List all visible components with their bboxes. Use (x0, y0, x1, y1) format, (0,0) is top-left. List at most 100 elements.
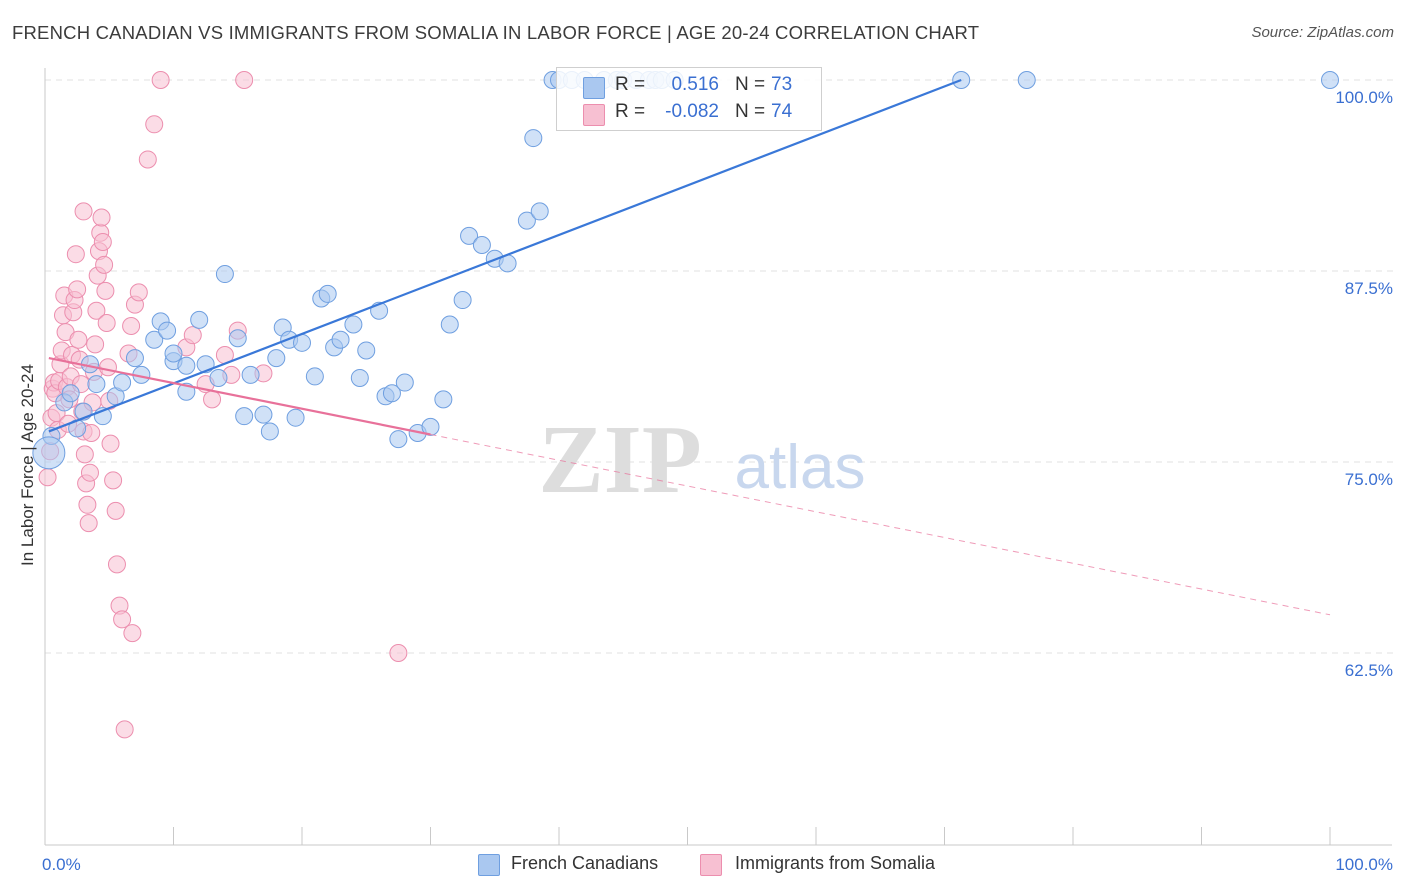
french-canadian-point (260, 422, 279, 441)
somalia-point (87, 301, 106, 320)
somalia-point (138, 150, 157, 169)
source-credit: Source: ZipAtlas.com (1251, 24, 1394, 41)
french-canadian-point (421, 417, 440, 436)
french-canadian-point (228, 329, 247, 348)
legend-swatch-pink (583, 104, 605, 126)
series-french-canadians-points (32, 71, 1339, 470)
y-tick-label: 100.0% (1335, 88, 1393, 107)
somalia-point (92, 208, 111, 227)
legend-swatch-blue (478, 854, 500, 876)
french-canadian-point (286, 408, 305, 427)
legend-r-label: R = (615, 74, 646, 95)
french-canadian-point (331, 330, 350, 349)
legend-swatch-pink (700, 854, 722, 876)
somalia-point (115, 720, 134, 739)
french-canadian-point (254, 405, 273, 424)
french-canadian-point (158, 321, 177, 340)
somalia-point (38, 468, 57, 487)
french-canadian-point (125, 349, 144, 368)
french-canadian-point (61, 384, 80, 403)
legend-row-somalia: R = -0.082 N = 74 (557, 101, 821, 129)
somalia-point (122, 317, 141, 336)
french-canadian-point (389, 430, 408, 449)
french-canadian-point (344, 315, 363, 334)
french-canadian-point (235, 407, 254, 426)
legend-n-value: 74 (771, 101, 793, 122)
somalia-point (69, 330, 88, 349)
french-canadian-point (113, 373, 132, 392)
somalia-point (74, 202, 93, 221)
series-somalia-points (38, 71, 408, 739)
french-canadian-point (357, 341, 376, 360)
somalia-point (235, 71, 254, 89)
somalia-point (97, 313, 116, 332)
french-canadian-point (1017, 71, 1036, 89)
legend-label: Immigrants from Somalia (735, 853, 936, 873)
french-canadian-point (517, 211, 536, 230)
stats-legend: R = 0.516 N = 73 R = -0.082 N = 74 (556, 67, 822, 131)
trend-line-french-canadians (48, 78, 962, 433)
legend-r-value: -0.082 (665, 101, 719, 122)
somalia-point (106, 501, 125, 520)
legend-n-label: N = (735, 74, 766, 95)
french-canadian-point (305, 367, 324, 386)
somalia-point (104, 471, 123, 490)
trend-line-somalia-extension (430, 434, 1331, 616)
legend-r-label: R = (615, 101, 646, 122)
legend-n-label: N = (735, 101, 766, 122)
legend-swatch-blue (583, 77, 605, 99)
french-canadian-point (382, 384, 401, 403)
y-tick-label: 75.0% (1345, 470, 1393, 489)
y-tick-label: 87.5% (1345, 279, 1393, 298)
somalia-point (68, 280, 87, 299)
french-canadian-point (32, 436, 66, 470)
y-axis-label: In Labor Force | Age 20-24 (18, 364, 37, 566)
french-canadian-point (453, 291, 472, 310)
legend-r-value: 0.516 (671, 74, 719, 95)
x-tick-label: 0.0% (42, 855, 81, 874)
y-tick-label: 62.5% (1345, 661, 1393, 680)
somalia-point (78, 495, 97, 514)
somalia-point (80, 463, 99, 482)
french-canadian-point (318, 284, 337, 303)
french-canadian-point (177, 356, 196, 375)
somalia-point (145, 115, 164, 134)
legend-row-french-canadians: R = 0.516 N = 73 (557, 74, 821, 102)
somalia-point (93, 232, 112, 251)
french-canadian-point (524, 129, 543, 148)
french-canadian-point (530, 202, 549, 221)
watermark: ZIP atlas (538, 406, 865, 514)
chart-title: FRENCH CANADIAN VS IMMIGRANTS FROM SOMAL… (12, 22, 980, 43)
somalia-point (101, 434, 120, 453)
french-canadian-point (164, 344, 183, 363)
french-canadian-point (434, 390, 453, 409)
somalia-point (98, 358, 117, 377)
somalia-point (151, 71, 170, 89)
somalia-point (183, 326, 202, 345)
watermark-atlas: atlas (735, 433, 866, 502)
french-canadian-point (241, 365, 260, 384)
french-canadian-point (440, 315, 459, 334)
french-canadian-point (145, 330, 164, 349)
french-canadian-point (472, 236, 491, 255)
french-canadian-point (215, 265, 234, 284)
french-canadian-point (267, 349, 286, 368)
somalia-point (96, 281, 115, 300)
legend-n-value: 73 (771, 74, 793, 95)
somalia-point (113, 610, 132, 629)
somalia-point (123, 624, 142, 643)
somalia-point (389, 644, 408, 662)
somalia-point (107, 555, 126, 574)
french-canadian-point (395, 373, 414, 392)
french-canadian-point (1321, 71, 1339, 89)
legend-label: French Canadians (511, 853, 659, 873)
tick-labels: 100.0% 87.5% 75.0% 62.5% 0.0% 100.0% (42, 88, 1393, 874)
watermark-zip: ZIP (538, 406, 701, 514)
trend-line-somalia (48, 357, 431, 436)
french-canadian-point (460, 226, 479, 245)
trend-lines (48, 78, 1331, 616)
french-canadian-point (209, 368, 228, 387)
french-canadian-point (190, 310, 209, 329)
somalia-point (86, 335, 105, 354)
